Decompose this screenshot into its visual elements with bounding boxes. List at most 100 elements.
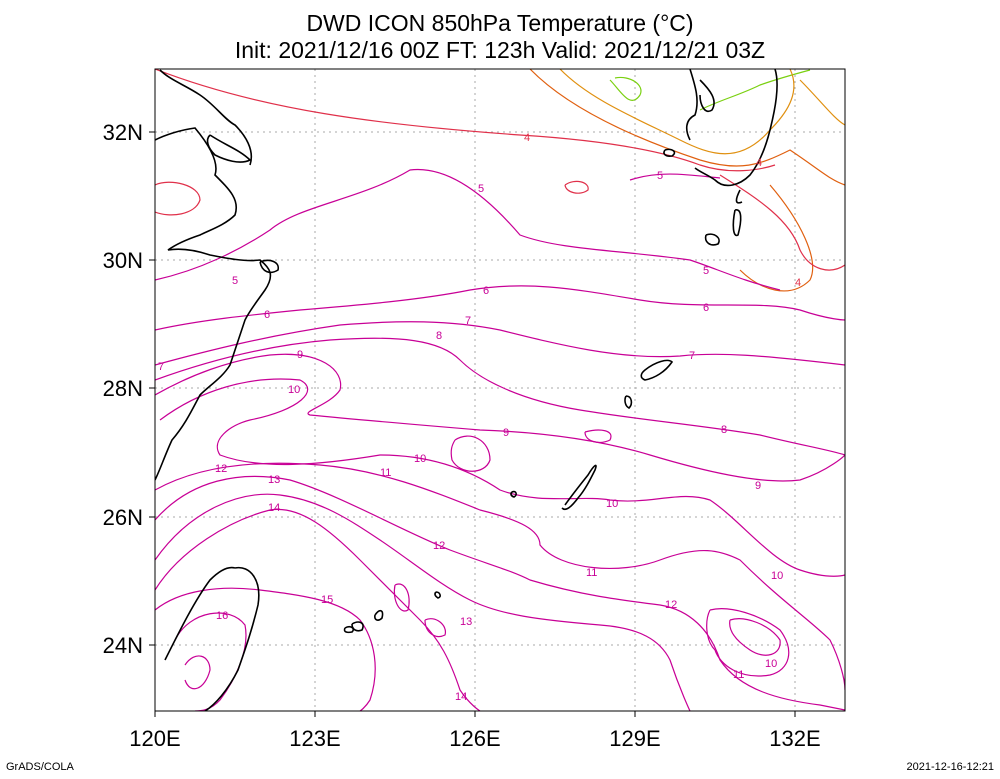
contour-label: 4 (524, 132, 530, 144)
miyako-island (374, 609, 384, 621)
contour-label: 9 (503, 427, 509, 439)
contour-line (155, 493, 691, 711)
contour-line (155, 475, 845, 711)
lon-tick-label: 126E (449, 726, 500, 751)
map-subtitle: Init: 2021/12/16 00Z FT: 123h Valid: 202… (234, 37, 766, 63)
korea-coast (699, 79, 715, 113)
contour-line (155, 337, 845, 456)
contour-line (799, 79, 845, 126)
tanegashima (732, 209, 742, 237)
contour-line (155, 587, 376, 711)
contour-label: 7 (158, 361, 164, 373)
contour-line (155, 69, 776, 172)
contour-line (155, 508, 481, 711)
lat-tick-label: 26N (103, 505, 143, 530)
contour-line (155, 285, 845, 331)
contour-label: 14 (455, 691, 467, 703)
contour-label: 6 (703, 302, 709, 314)
china-coast (155, 127, 272, 481)
contour-line (155, 168, 781, 291)
contour-label: 5 (703, 265, 709, 277)
yakushima (704, 233, 720, 246)
contour-line (699, 69, 811, 111)
lon-tick-label: 132E (769, 726, 820, 751)
yonaguni (434, 591, 441, 599)
jeju-island (663, 148, 676, 157)
contour-label: 10 (771, 570, 783, 582)
contour-line (393, 583, 410, 612)
contour-label: 16 (216, 610, 228, 622)
axis-ticks (149, 131, 796, 717)
contour-label: 11 (380, 467, 391, 479)
contour-line (609, 76, 642, 101)
lat-tick-label: 28N (103, 376, 143, 401)
kumejima (510, 490, 517, 498)
tokunoshima (624, 395, 633, 409)
kyushu-coast (694, 69, 778, 204)
contour-label: 7 (465, 315, 471, 327)
zhoushan-islands (259, 259, 280, 274)
contour-label: 10 (414, 453, 426, 465)
shanghai-coast (206, 134, 252, 163)
contour-line (719, 174, 845, 271)
ishigaki-island (351, 621, 364, 632)
contour-line (155, 353, 845, 482)
footer-credit: GrADS/COLA (6, 761, 74, 773)
map-title: DWD ICON 850hPa Temperature (°C) (306, 10, 694, 36)
lon-tick-label: 123E (289, 726, 340, 751)
contour-label: 9 (297, 349, 303, 361)
contour-label: 13 (460, 616, 472, 628)
contour-line (155, 181, 201, 216)
contour-label: 8 (436, 330, 442, 342)
footer-timestamp: 2021-12-16-12:21 (906, 761, 994, 773)
contour-label: 6 (483, 285, 489, 297)
lat-tick-label: 24N (103, 633, 143, 658)
contour-label: 15 (321, 594, 333, 606)
contour-label: 12 (215, 463, 227, 475)
contour-line (584, 429, 612, 443)
contour-label: 12 (433, 540, 445, 552)
contour-label: 7 (689, 350, 695, 362)
contour-line (529, 69, 845, 186)
contour-label: 4 (756, 157, 762, 169)
contour-line (559, 69, 795, 155)
korea-coast (685, 69, 698, 141)
contour-label: 10 (288, 384, 300, 396)
lon-tick-label: 120E (129, 726, 180, 751)
contour-labels: 4 4 4 5 5 5 5 6 6 6 7 7 7 8 8 9 9 9 10 1… (158, 132, 801, 703)
map-frame (154, 68, 846, 712)
contour-line (155, 462, 845, 691)
contour-label: 10 (765, 658, 777, 670)
contour-line (706, 608, 790, 677)
contour-label: 11 (733, 669, 744, 681)
contour-line (184, 655, 211, 690)
contour-label: 8 (721, 424, 727, 436)
taiwan-island (164, 566, 260, 711)
contour-label: 14 (268, 502, 280, 514)
contour-line (564, 180, 589, 194)
okinawa-island (561, 464, 597, 511)
contour-label: 4 (795, 277, 801, 289)
contour-line (159, 378, 845, 577)
lat-tick-label: 30N (103, 248, 143, 273)
contour-label: 9 (755, 480, 761, 492)
contour-line (739, 184, 814, 292)
contour-label: 12 (665, 599, 677, 611)
contour-line (729, 618, 781, 656)
contour-label: 6 (264, 309, 270, 321)
china-coast (159, 69, 253, 166)
lon-tick-label: 129E (609, 726, 660, 751)
coastlines (155, 69, 778, 711)
amami-island (640, 359, 674, 381)
contour-line (174, 612, 247, 711)
contour-label: 13 (268, 474, 280, 486)
contour-line (424, 618, 447, 638)
contour-label: 5 (232, 275, 238, 287)
contour-line (155, 321, 845, 366)
contour-label: 5 (478, 183, 484, 195)
lat-tick-label: 32N (103, 120, 143, 145)
contour-line (450, 435, 491, 472)
contour-label: 10 (606, 498, 618, 510)
contour-label: 5 (657, 170, 663, 182)
